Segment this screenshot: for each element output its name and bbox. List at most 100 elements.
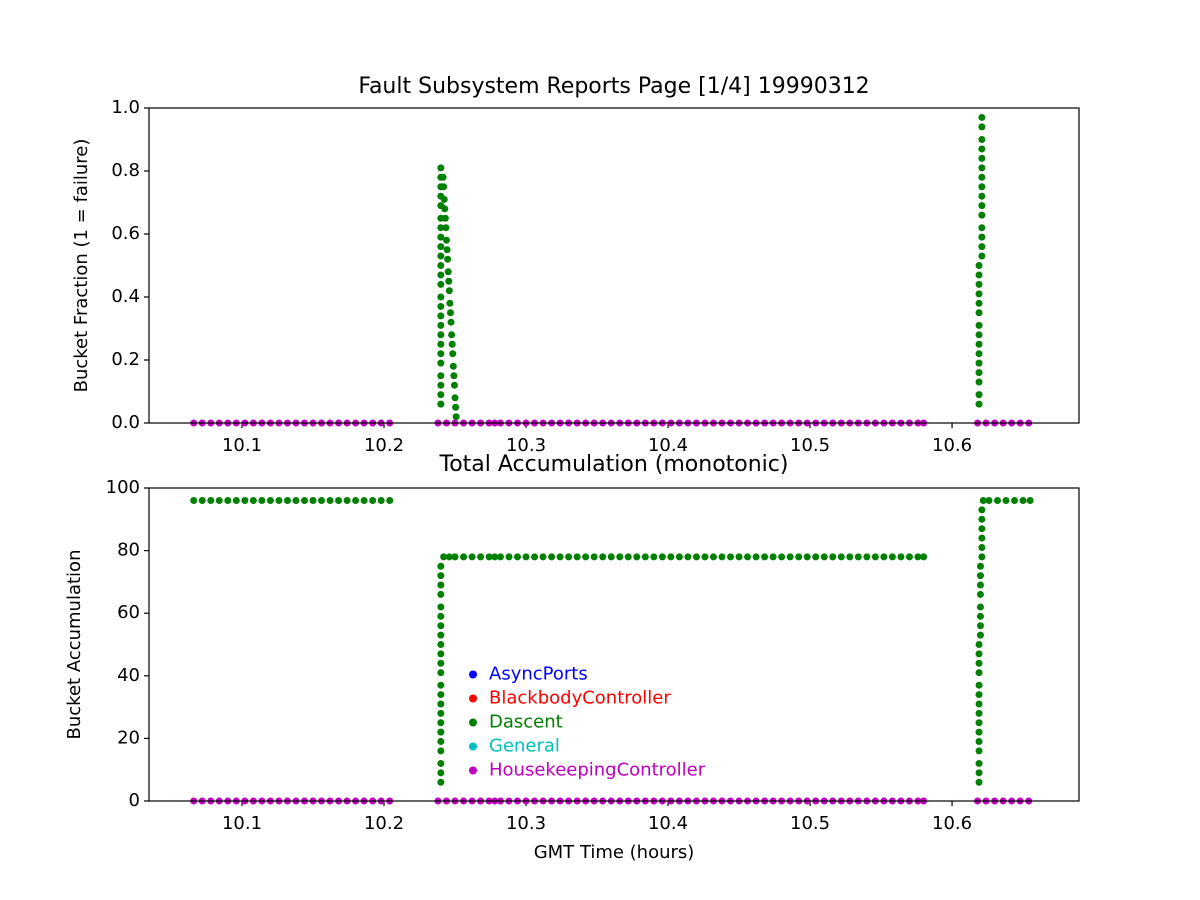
data-point (978, 224, 986, 232)
data-point (975, 321, 983, 329)
chart-title: Total Accumulation (monotonic) (439, 452, 789, 477)
data-point (437, 681, 445, 689)
data-point (460, 553, 468, 561)
data-point (377, 497, 385, 505)
data-point (441, 214, 449, 222)
data-point (437, 603, 445, 611)
data-point (978, 506, 986, 514)
data-point (548, 553, 556, 561)
data-point (437, 280, 445, 288)
data-point (978, 164, 986, 172)
data-point (975, 378, 983, 386)
x-tick-label: 10.2 (364, 435, 404, 456)
legend-label: BlackbodyController (489, 688, 671, 709)
data-point (975, 271, 983, 279)
data-point (437, 340, 445, 348)
data-point (531, 553, 539, 561)
y-tick-label: 0 (129, 790, 140, 811)
data-point (975, 669, 983, 677)
data-point (786, 553, 794, 561)
data-point (744, 553, 752, 561)
data-point (514, 553, 522, 561)
data-point (975, 778, 983, 786)
y-axis-label: Bucket Fraction (1 = failure) (71, 139, 92, 393)
data-point (440, 183, 448, 191)
data-point (684, 553, 692, 561)
data-point (978, 183, 986, 191)
data-point (451, 394, 459, 402)
x-tick-label: 10.3 (506, 813, 546, 834)
data-point (599, 553, 607, 561)
data-point (485, 553, 493, 561)
data-point (437, 669, 445, 677)
data-point (437, 659, 445, 667)
data-point (449, 362, 457, 370)
data-point (880, 553, 888, 561)
data-point (437, 391, 445, 399)
data-point (978, 173, 986, 181)
legend-label: General (489, 736, 560, 757)
x-axis-label: GMT Time (hours) (534, 842, 695, 863)
legend-label: HousekeepingController (489, 760, 706, 781)
data-point (437, 331, 445, 339)
data-point (905, 553, 913, 561)
y-tick-label: 0.0 (111, 412, 140, 433)
y-tick-label: 1.0 (111, 97, 140, 118)
data-point (447, 318, 455, 326)
data-point (675, 553, 683, 561)
data-point (443, 246, 451, 254)
x-tick-label: 10.5 (790, 813, 830, 834)
data-point (975, 759, 983, 767)
data-point (444, 255, 452, 263)
data-point (241, 497, 249, 505)
data-point (522, 553, 530, 561)
data-point (978, 515, 986, 523)
data-point (437, 252, 445, 260)
data-point (326, 497, 334, 505)
data-point (440, 553, 448, 561)
data-point (437, 650, 445, 658)
data-point (565, 553, 573, 561)
data-point (215, 497, 223, 505)
data-point (352, 497, 360, 505)
data-point (978, 252, 986, 260)
data-point (445, 287, 453, 295)
data-point (978, 211, 986, 219)
data-point (976, 572, 984, 580)
data-point (871, 553, 879, 561)
data-point (812, 553, 820, 561)
legend-marker (469, 670, 477, 679)
data-point (975, 262, 983, 269)
y-tick-label: 0.2 (111, 349, 140, 370)
data-point (386, 497, 394, 505)
data-point (437, 233, 445, 241)
y-tick-label: 40 (117, 665, 140, 686)
data-point (975, 659, 983, 667)
data-point (975, 681, 983, 689)
data-point (448, 331, 456, 339)
data-point (335, 497, 343, 505)
axes-frame (148, 487, 1080, 802)
subplot: Fault Subsystem Reports Page [1/4] 19990… (71, 74, 1080, 456)
data-point (505, 553, 513, 561)
x-tick-label: 10.3 (506, 435, 546, 456)
data-point (437, 562, 445, 570)
data-point (978, 553, 986, 561)
data-point (496, 553, 504, 561)
legend: AsyncPorts BlackbodyController Dascent Gene… (469, 664, 706, 781)
y-tick-label: 60 (117, 602, 140, 623)
x-tick-label: 10.5 (790, 435, 830, 456)
data-point (275, 497, 283, 505)
data-point (437, 747, 445, 755)
data-point (556, 553, 564, 561)
subplot: Total Accumulation (monotonic) Bucket Acc… (64, 452, 1080, 863)
data-point (300, 497, 308, 505)
data-point (437, 691, 445, 699)
data-point (979, 497, 987, 505)
data-point (437, 719, 445, 727)
data-point (437, 381, 445, 389)
data-point (993, 497, 1001, 505)
data-point (650, 553, 658, 561)
data-point (778, 553, 786, 561)
data-point (318, 497, 326, 505)
